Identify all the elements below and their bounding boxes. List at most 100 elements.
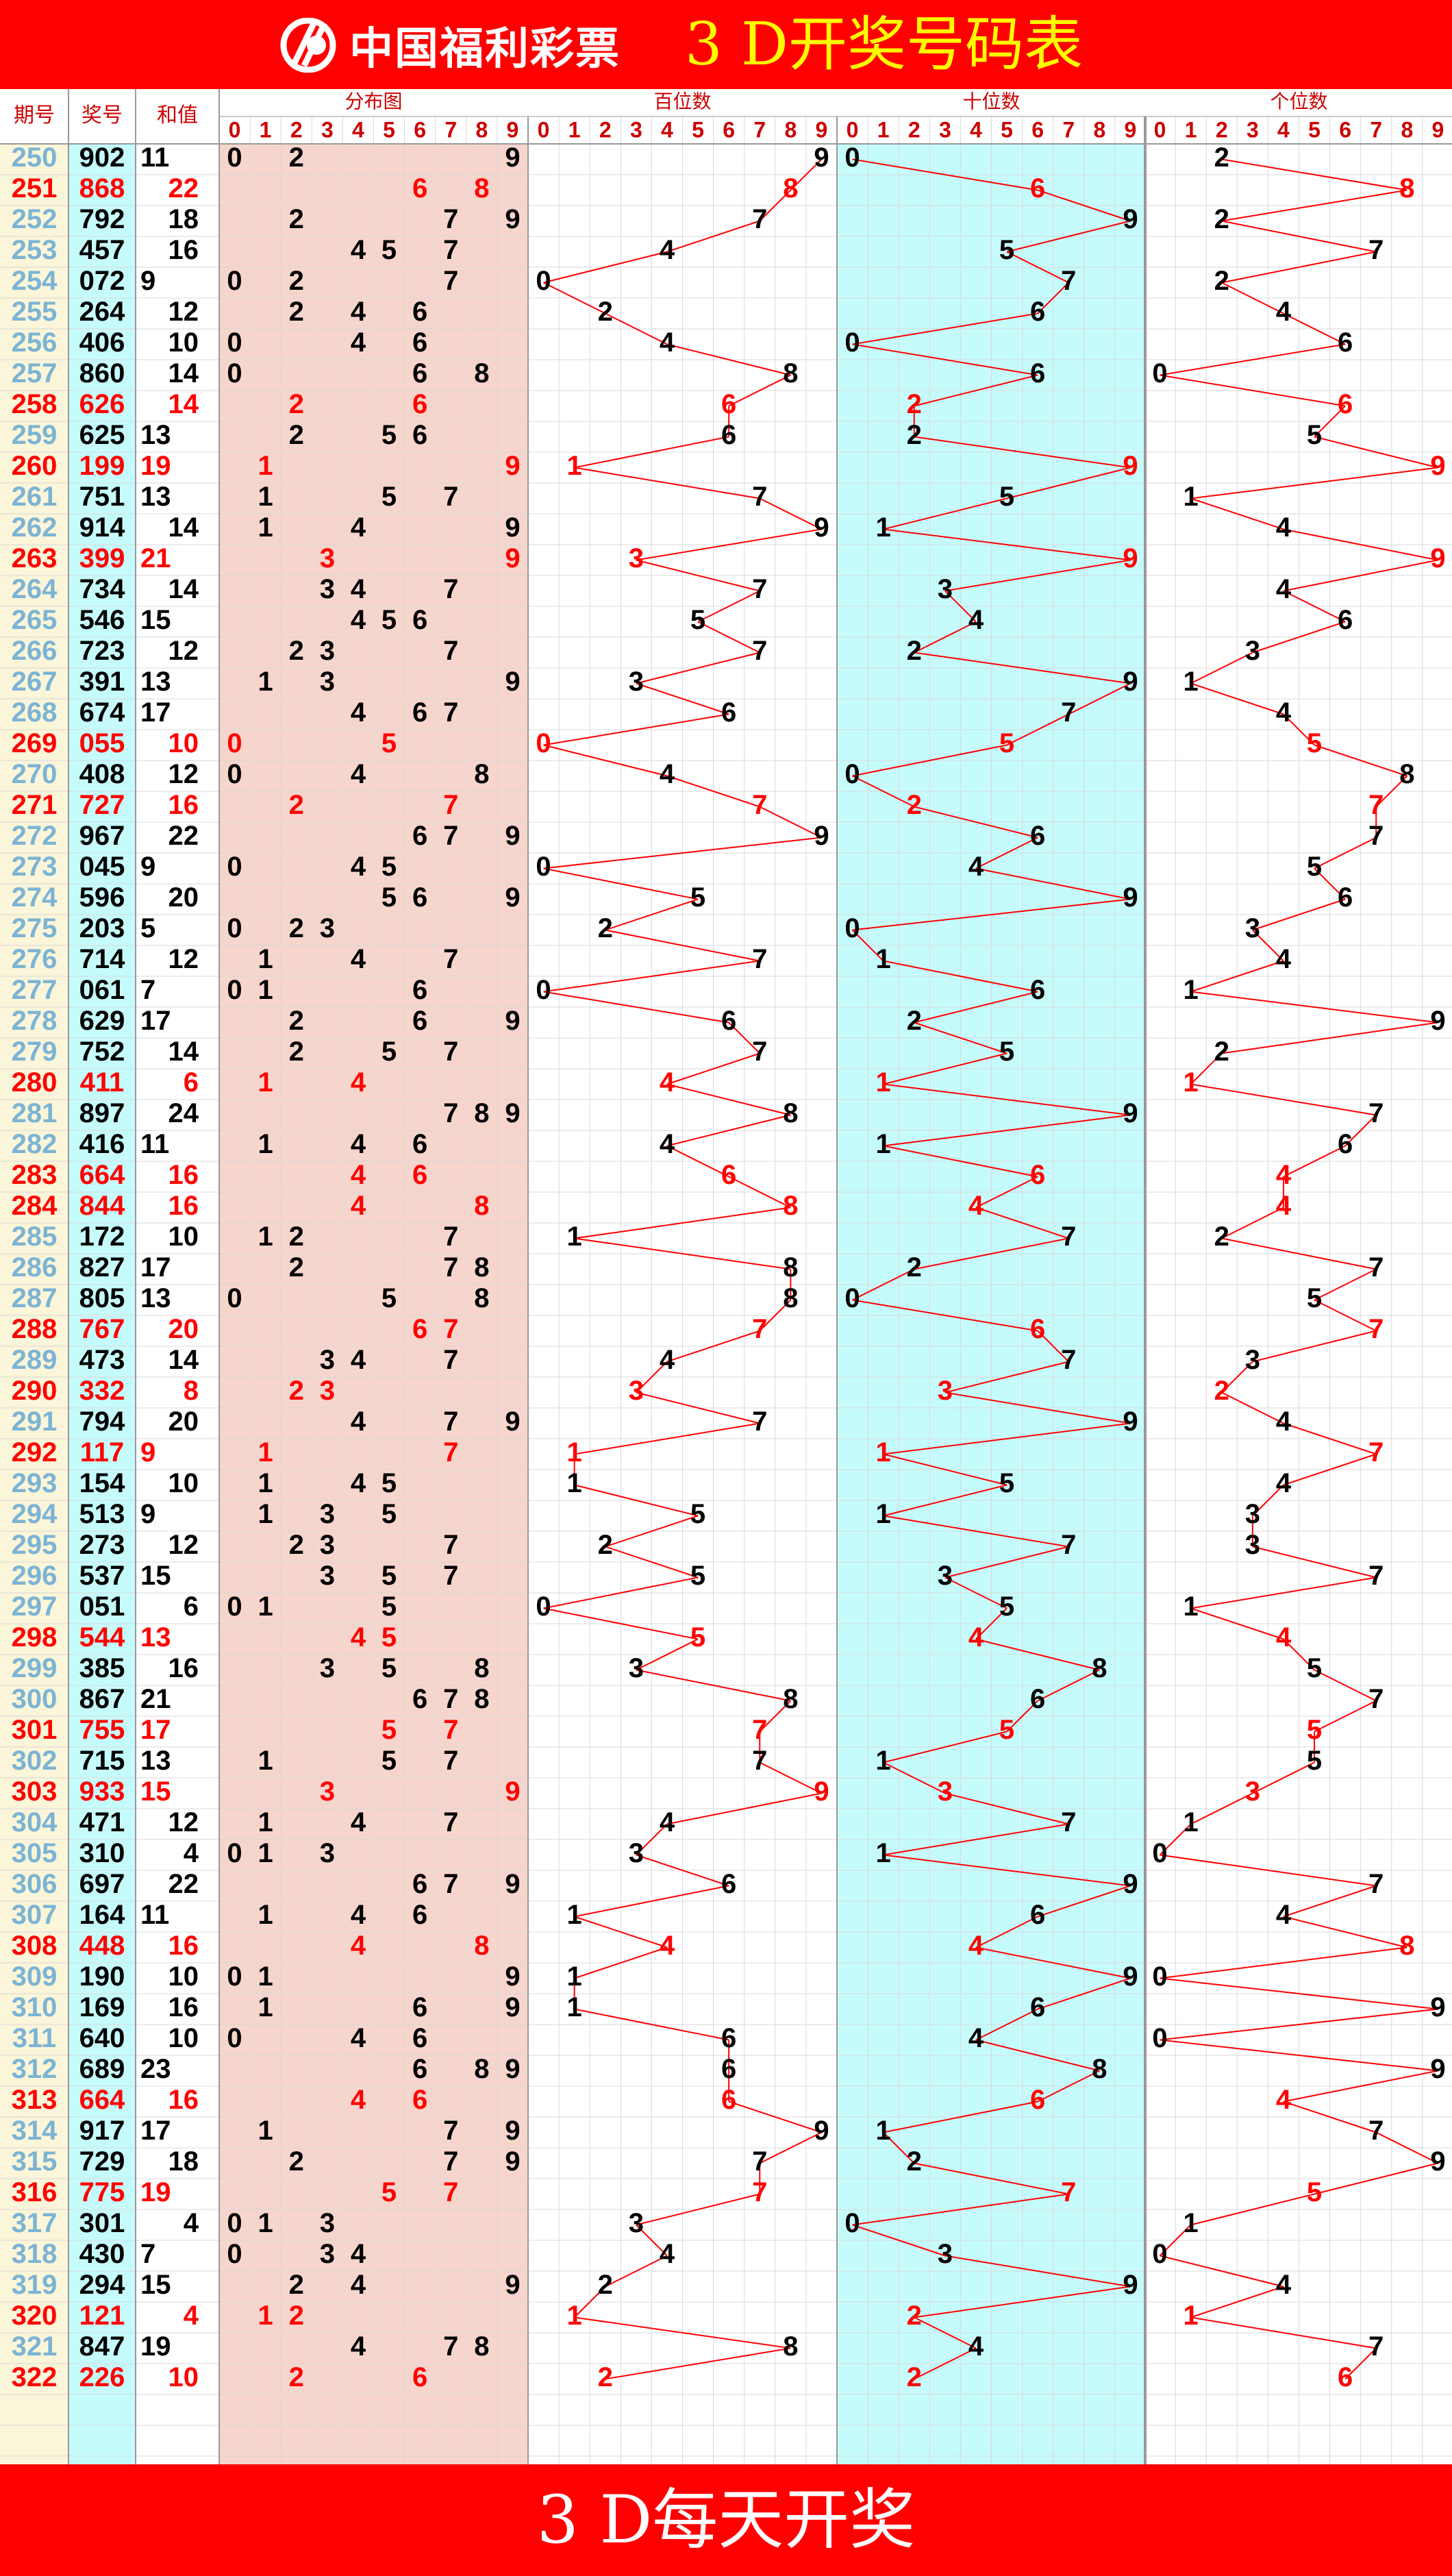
units-trend-line [1190,960,1284,993]
issue-cell: 277 [12,975,58,1005]
number-cell: 406 [79,327,125,358]
tens-digit-header: 7 [1062,117,1075,142]
tens-trend-line [975,1916,1038,1948]
units-mark: 4 [1276,697,1292,728]
dist-digit-header: 2 [290,117,303,142]
issue-cell: 311 [12,2023,57,2053]
tens-trend-line [851,929,884,962]
dist-digit-header: 9 [507,117,519,142]
distribution-mark: 4 [351,1900,366,1930]
distribution-mark: 5 [381,1561,397,1591]
hundreds-mark: 8 [783,1191,798,1221]
tens-trend-line [1006,467,1131,499]
issue-cell: 314 [12,2116,58,2146]
tens-trend-line [914,374,1038,407]
distribution-mark: 0 [227,1283,242,1313]
number-cell: 385 [79,1653,125,1683]
distribution-mark: 0 [227,2023,242,2053]
title-banner: 中国福利彩票 3 D开奖号码表 [0,0,1452,89]
distribution-mark: 9 [505,543,520,573]
number-cell: 072 [79,266,125,296]
dist-digit-header: 4 [352,117,364,142]
distribution-mark: 1 [258,2116,273,2146]
units-mark: 7 [1368,790,1384,820]
number-cell: 051 [79,1592,125,1622]
distribution-mark: 4 [351,1067,366,1098]
hundreds-mark: 7 [752,636,767,666]
units-mark: 7 [1368,1684,1384,1714]
units-trend-line [1190,1083,1377,1116]
units-mark: 6 [1338,605,1353,635]
sum-cell: 14 [168,358,199,388]
distribution-mark: 1 [258,667,273,697]
distribution-mark: 7 [443,1314,458,1344]
tens-digit-header: 1 [877,117,890,142]
units-digit-header: 3 [1247,117,1259,142]
number-header: 奖号 [82,103,123,127]
distribution-mark: 2 [289,2362,304,2392]
distribution-mark: 9 [505,1006,520,1036]
issue-cell: 269 [12,728,58,758]
distribution-mark: 6 [412,1129,427,1159]
logo-text: 中国福利彩票 [349,24,621,75]
distribution-mark: 2 [289,636,304,666]
issue-cell: 310 [12,1992,58,2022]
distribution-mark: 6 [412,821,427,851]
distribution-mark: 3 [320,1499,335,1529]
tens-mark: 9 [1123,204,1138,234]
distribution-mark: 2 [289,204,304,234]
tens-mark: 1 [876,1437,891,1467]
distribution-mark: 1 [258,944,273,974]
tens-trend-line [914,2347,977,2380]
distribution-mark: 9 [505,2146,520,2177]
distribution-mark: 2 [289,1006,304,1036]
tens-mark: 2 [907,1006,922,1036]
issue-cell: 285 [12,1222,58,1252]
tens-trend-line [883,1422,1131,1455]
distribution-mark: 4 [351,1807,366,1837]
distribution-mark: 4 [351,1345,366,1375]
hundreds-trend-line [759,1299,792,1332]
hundreds-trend-line [636,1854,729,1887]
hundreds-trend-line [636,1669,791,1702]
issue-cell: 256 [12,327,58,358]
sum-cell: 6 [184,1592,199,1622]
units-mark: 1 [1184,1807,1199,1837]
units-mark: 7 [1368,821,1384,851]
distribution-mark: 1 [258,451,273,481]
units-mark: 9 [1430,1992,1445,2022]
sum-cell: 14 [168,1037,199,1067]
tens-trend-line [944,1546,1069,1578]
units-mark: 0 [1152,2023,1167,2053]
hundreds-mark: 6 [721,2054,736,2084]
units-mark: 9 [1430,2146,1445,2177]
issue-cell: 254 [12,266,58,296]
hundreds-trend-line [636,652,760,684]
units-trend-line [1221,189,1407,222]
hundreds-trend-line [574,1946,668,1979]
units-trend-line [1221,1206,1284,1239]
sum-cell: 6 [184,1067,199,1098]
tens-mark: 5 [999,482,1014,512]
number-cell: 332 [79,1376,125,1406]
sum-cell: 17 [140,1252,171,1283]
distribution-mark: 9 [505,2054,520,2084]
hundreds-trend-line [759,189,792,222]
hundreds-mark: 9 [814,821,829,851]
sum-cell: 13 [140,1746,171,1776]
issue-cell: 281 [12,1098,58,1128]
hundreds-mark: 1 [567,2301,582,2331]
tens-digit-header: 2 [908,117,921,142]
units-mark: 0 [1152,2239,1167,2269]
hundreds-digit-header: 9 [816,117,828,142]
tens-trend-line [914,991,1038,1024]
units-mark: 3 [1245,1499,1260,1529]
issue-cell: 273 [12,852,58,882]
distribution-mark: 3 [320,1376,335,1406]
number-cell: 411 [80,1067,125,1098]
dist-digit-header: 3 [321,117,334,142]
distribution-mark: 0 [227,913,242,943]
units-mark: 3 [1245,1345,1260,1375]
distribution-mark: 1 [258,2301,273,2331]
number-cell: 629 [79,1006,125,1036]
